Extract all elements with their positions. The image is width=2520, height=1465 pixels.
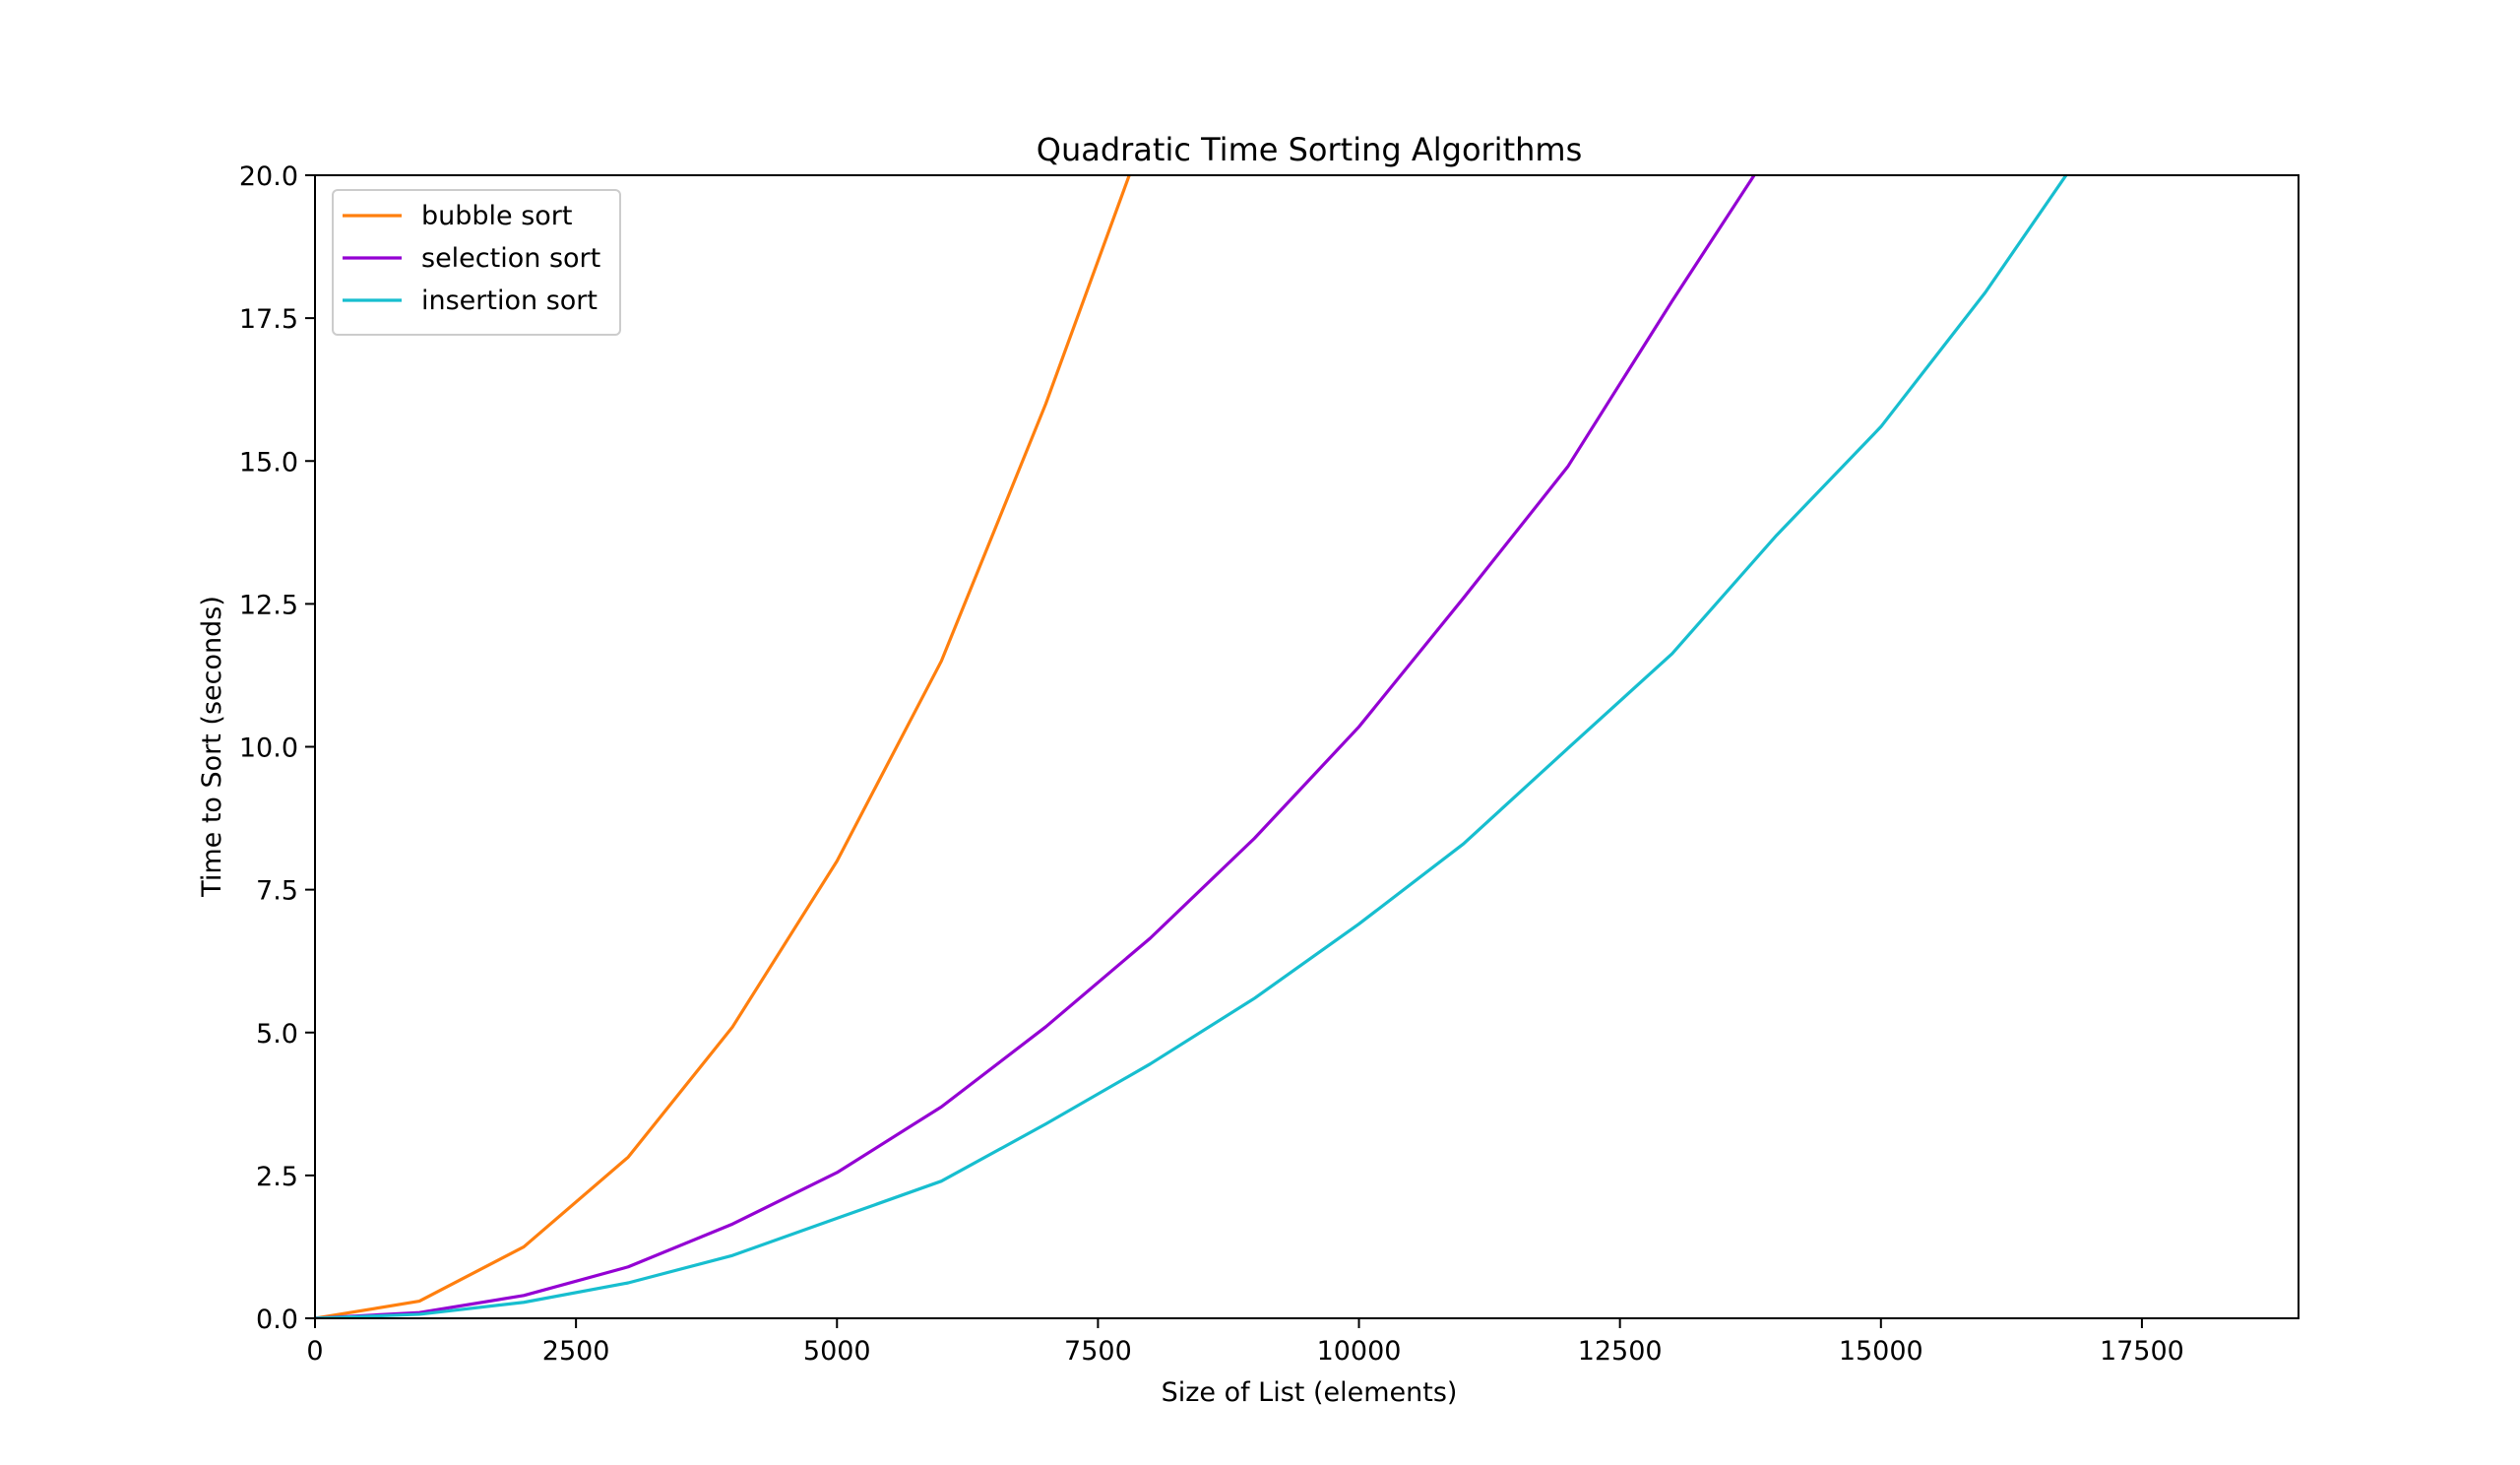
legend-box [332,189,621,336]
legend-label: insertion sort [421,286,598,316]
y-tick-label: 10.0 [239,733,298,764]
legend-label: selection sort [421,243,600,274]
series-lines [315,175,2068,1318]
x-tick-label: 10000 [1317,1336,1402,1367]
y-tick-label: 5.0 [256,1019,298,1050]
chart-title: Quadratic Time Sorting Algorithms [1037,131,1582,168]
series-line-insertion-sort [315,175,2068,1318]
x-tick-label: 17500 [2100,1336,2184,1367]
legend: bubble sort selection sort insertion sort [332,189,621,336]
x-tick-label: 0 [306,1336,323,1367]
y-tick-label: 15.0 [239,447,298,478]
x-axis: 0 2500 5000 7500 10000 12500 15000 17500 [306,1318,2184,1367]
y-tick-label: 0.0 [256,1305,298,1335]
x-tick-label: 12500 [1578,1336,1663,1367]
y-tick-label: 12.5 [239,590,298,620]
series-line-bubble-sort [315,175,1131,1318]
x-tick-label: 7500 [1064,1336,1132,1367]
y-axis-label: Time to Sort (seconds) [197,596,227,898]
x-tick-label: 15000 [1839,1336,1923,1367]
y-tick-label: 17.5 [239,304,298,335]
y-axis: 0.0 2.5 5.0 7.5 10.0 12.5 15.0 17.5 20.0 [239,161,315,1335]
y-tick-label: 7.5 [256,876,298,907]
x-axis-label: Size of List (elements) [1162,1377,1458,1408]
series-line-selection-sort [315,175,1756,1318]
x-tick-label: 5000 [803,1336,871,1367]
y-tick-label: 20.0 [239,161,298,192]
legend-label: bubble sort [421,201,573,231]
y-tick-label: 2.5 [256,1162,298,1192]
x-tick-label: 2500 [542,1336,610,1367]
